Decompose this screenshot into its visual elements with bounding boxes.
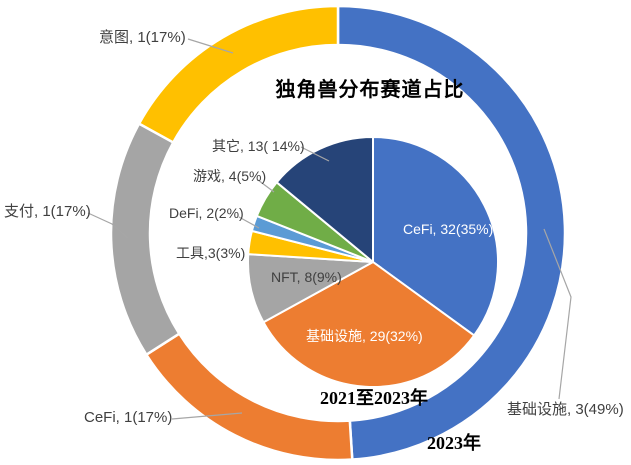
leader-line-qita — [300, 146, 330, 162]
pie-label-qita: 其它, 13( 14%) — [212, 138, 305, 154]
pie-slice-其它 — [275, 136, 374, 263]
ring-label-yitu: 意图, 1(17%) — [99, 29, 186, 46]
period-label-outer: 2023年 — [427, 433, 481, 453]
chart-title: 独角兽分布赛道占比 — [275, 79, 465, 101]
outer-donut-ring — [109, 4, 567, 462]
ring-segment-支付 — [109, 122, 181, 356]
leader-line-yitu — [187, 38, 234, 54]
ring-label-zhifu: 支付, 1(17%) — [4, 203, 91, 220]
period-label-inner: 2021至2023年 — [320, 388, 428, 408]
pie-slice-CeFi — [372, 136, 499, 337]
ring-segment-意图 — [137, 4, 340, 144]
leader-lines — [87, 38, 572, 420]
ring-label-cefi: CeFi, 1(17%) — [84, 409, 173, 426]
pie-label-youxi: 游戏, 4(5%) — [193, 168, 267, 184]
ring-segment-基础设施 — [336, 4, 567, 461]
leader-line-youxi — [257, 179, 275, 193]
pie-label-gongju: 工具,3(3%) — [176, 245, 246, 261]
leader-line-zhifu — [87, 212, 129, 239]
pie-label-defi: DeFi, 2(2%) — [169, 205, 244, 221]
leader-line-cefi-outer — [171, 412, 243, 420]
ring-label-jichusheshi: 基础设施, 3(49%) — [507, 401, 624, 418]
pie-label-jichusheshi: 基础设施, 29(32%) — [306, 328, 423, 344]
inner-pie — [247, 136, 499, 388]
leader-line-jichusheshi-outer — [543, 228, 572, 400]
leader-line-defi — [238, 216, 260, 229]
pie-label-nft: NFT, 8(9%) — [271, 269, 342, 285]
pie-label-cefi: CeFi, 32(35%) — [403, 221, 494, 237]
pie-slice-基础设施 — [262, 261, 476, 388]
